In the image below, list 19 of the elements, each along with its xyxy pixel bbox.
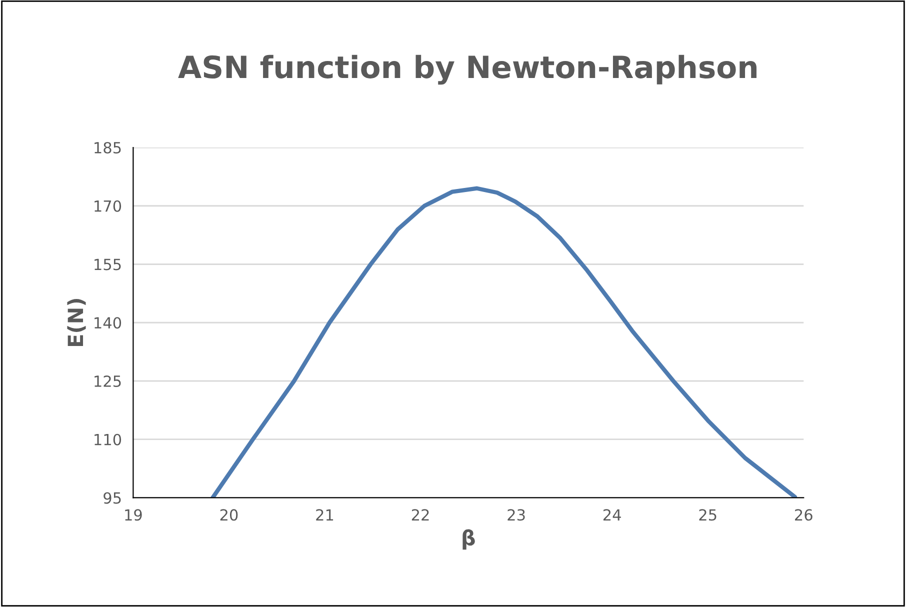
y-tick-label: 185	[94, 142, 121, 154]
chart-title: ASN function by Newton-Raphson	[178, 54, 756, 85]
x-tick-label: 19	[125, 509, 142, 521]
y-tick-label: 125	[94, 375, 121, 388]
x-tick-label: 22	[412, 509, 429, 520]
y-tick-label: 110	[94, 434, 122, 446]
y-tick-label: 140	[94, 317, 122, 329]
y-axis-title: E(N)	[67, 299, 86, 346]
x-tick-label: 26	[795, 509, 812, 521]
x-tick-label: 20	[220, 509, 238, 521]
y-tick-label: 95	[104, 492, 121, 504]
y-tick-label: 155	[94, 258, 121, 270]
line-series	[210, 186, 798, 498]
x-tick-label: 23	[508, 509, 525, 521]
x-axis-title: β	[462, 529, 475, 550]
x-tick-label: 25	[699, 509, 716, 521]
y-tick-label: 170	[94, 200, 122, 212]
x-tick-label: 24	[603, 509, 621, 520]
x-tick-label: 21	[316, 509, 334, 520]
